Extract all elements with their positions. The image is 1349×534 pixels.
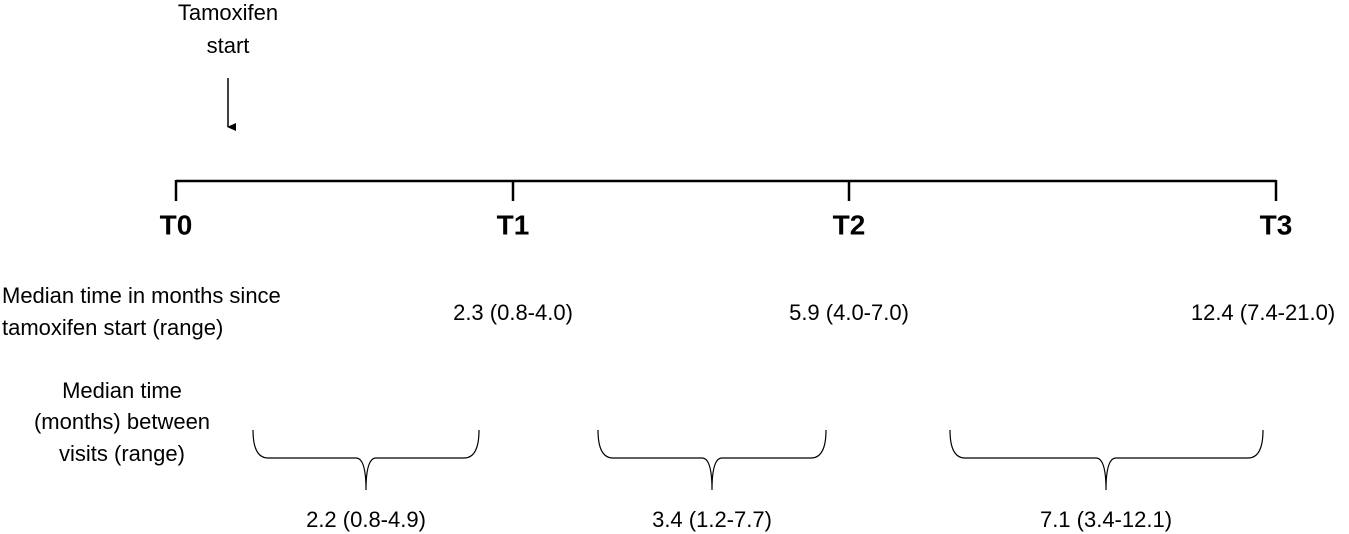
row-label: (months) between [34,409,210,434]
annotation-line: start [207,33,250,58]
row-label: Median time in months since [2,283,281,308]
timepoint: T1 [497,209,530,240]
value: 2.2 (0.8-4.9) [306,507,426,532]
brace [597,429,827,491]
timepoint: T0 [160,209,193,240]
value: 5.9 (4.0-7.0) [789,300,909,325]
row-label: Median time [62,378,182,403]
value: 3.4 (1.2-7.7) [652,507,772,532]
value: 7.1 (3.4-12.1) [1040,507,1172,532]
brace [252,429,480,491]
value: 12.4 (7.4-21.0) [1191,300,1335,325]
annotation-line: Tamoxifen [178,0,278,25]
row-label: tamoxifen start (range) [2,315,223,340]
timepoint: T3 [1260,209,1293,240]
timepoint: T2 [833,209,866,240]
row-label: visits (range) [59,441,185,466]
value: 2.3 (0.8-4.0) [453,300,573,325]
brace [949,429,1264,491]
